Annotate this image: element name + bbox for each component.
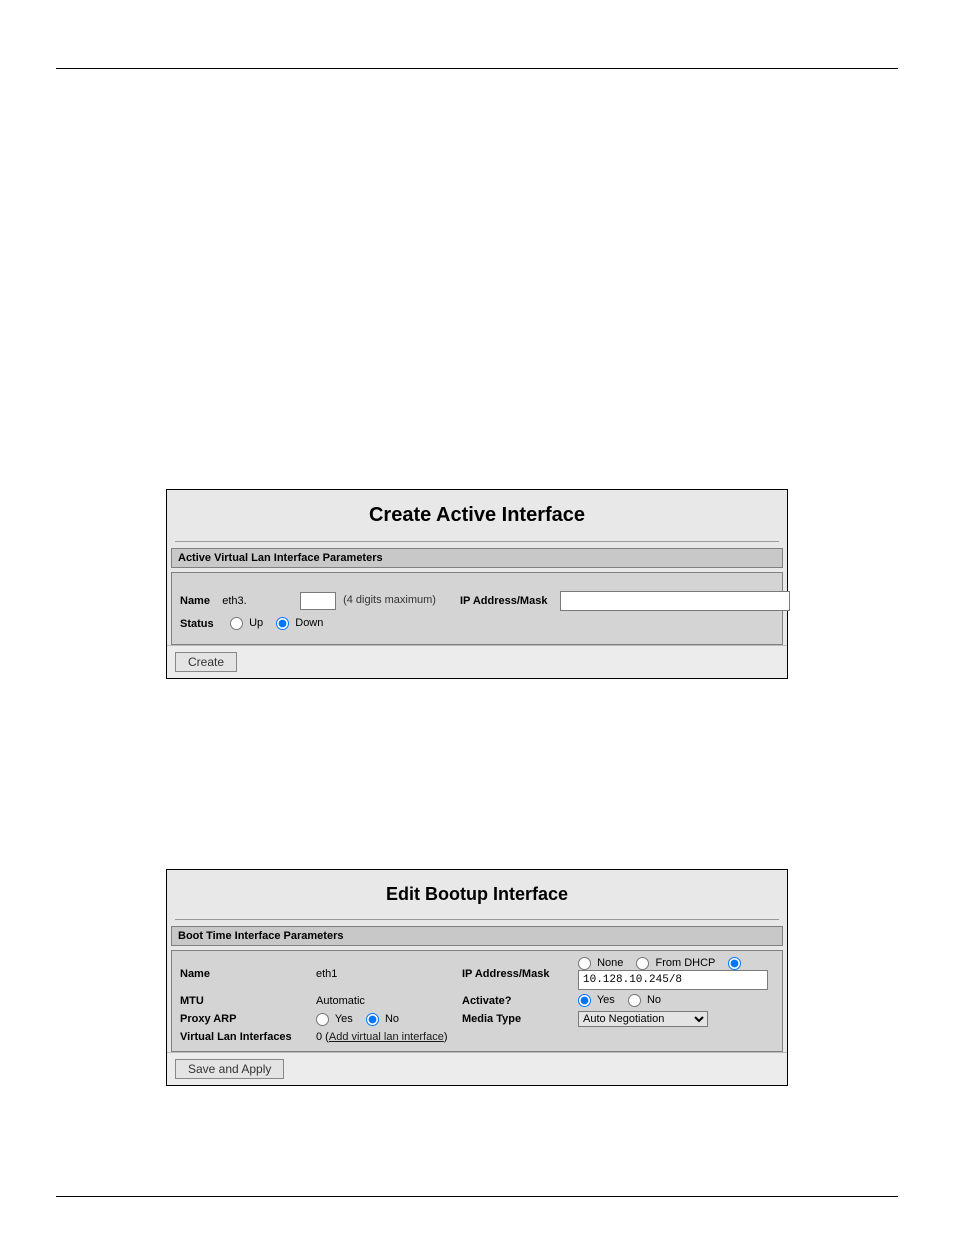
proxy-yes-label: Yes [335,1013,353,1025]
f2-ip-label: IP Address/Mask [462,968,572,980]
figure-create-active-interface: Create Active Interface Active Virtual L… [166,489,788,679]
status-up-radio[interactable] [230,617,243,630]
name-value-wrap: (4 digits maximum) [300,592,440,610]
name-hint: (4 digits maximum) [343,594,436,606]
f2-mtu-value: Automatic [316,995,456,1007]
name-prefix: eth3. [222,595,246,607]
ip-none-radio[interactable] [578,957,591,970]
blank-space-mid [56,699,898,829]
figure-edit-bootup-interface: Edit Bootup Interface Boot Time Interfac… [166,869,788,1086]
proxy-no-radio[interactable] [366,1013,379,1026]
status-up-label: Up [249,617,263,629]
activate-no-label: No [647,994,661,1006]
status-down-radio[interactable] [276,617,289,630]
ip-none-label: None [597,957,623,969]
figure2-grid: Name eth1 IP Address/Mask None From DHCP… [171,950,783,1052]
save-apply-button[interactable]: Save and Apply [175,1059,284,1079]
status-radios: Up Down [230,617,333,630]
figure1-title: Create Active Interface [167,490,787,537]
footer-divider [56,1196,898,1197]
figure1-row-status: Status Up Down [180,617,774,630]
f2-activate-label: Activate? [462,995,572,1007]
f2-vlan-wrap: 0 (Add virtual lan interface) [316,1031,774,1043]
blank-space-bottom [56,1106,898,1196]
name-input[interactable] [300,592,336,610]
add-vlan-link[interactable]: Add virtual lan interface [329,1031,444,1043]
f2-ip-radios: None From DHCP [578,957,774,970]
activate-yes-label: Yes [597,994,615,1006]
vlan-count: 0 [316,1031,322,1043]
activate-no-radio[interactable] [628,994,641,1007]
figure1-form-body: Name eth3. (4 digits maximum) IP Address… [171,572,783,645]
figure2-button-row: Save and Apply [167,1052,787,1085]
f2-ip-value-wrap: None From DHCP [578,957,774,990]
figure2-section-header: Boot Time Interface Parameters [171,926,783,946]
figure1-rule [175,541,779,542]
document-page: Create Active Interface Active Virtual L… [0,0,954,1237]
media-type-select[interactable]: Auto Negotiation [578,1011,708,1027]
name-label: Name eth3. [180,595,300,607]
f2-proxy-label: Proxy ARP [180,1013,310,1025]
figure2-title: Edit Bootup Interface [167,870,787,915]
f2-proxy-wrap: Yes No [316,1013,456,1026]
proxy-no-label: No [385,1013,399,1025]
name-label-text: Name [180,595,210,607]
f2-vlan-label: Virtual Lan Interfaces [180,1031,310,1043]
blank-space-top [56,69,898,449]
f2-name-label: Name [180,968,310,980]
ip-address-mask-input[interactable] [560,591,790,611]
ip-label: IP Address/Mask [460,595,560,607]
ip-static-radio[interactable] [728,957,741,970]
f2-activate-wrap: Yes No [578,994,774,1007]
create-button[interactable]: Create [175,652,237,672]
figure2-rule [175,919,779,920]
figure1-row-name-ip: Name eth3. (4 digits maximum) IP Address… [180,591,774,611]
proxy-yes-radio[interactable] [316,1013,329,1026]
f2-name-value: eth1 [316,968,456,980]
status-down-label: Down [295,617,323,629]
status-label: Status [180,618,230,630]
figure1-section-header: Active Virtual Lan Interface Parameters [171,548,783,568]
ip-value-wrap [560,591,790,611]
f2-media-label: Media Type [462,1013,572,1025]
ip-dhcp-label: From DHCP [655,957,715,969]
activate-yes-radio[interactable] [578,994,591,1007]
f2-mtu-label: MTU [180,995,310,1007]
f2-media-wrap: Auto Negotiation [578,1011,774,1027]
f2-ip-input[interactable] [578,970,768,990]
ip-dhcp-radio[interactable] [636,957,649,970]
figure1-button-row: Create [167,645,787,678]
